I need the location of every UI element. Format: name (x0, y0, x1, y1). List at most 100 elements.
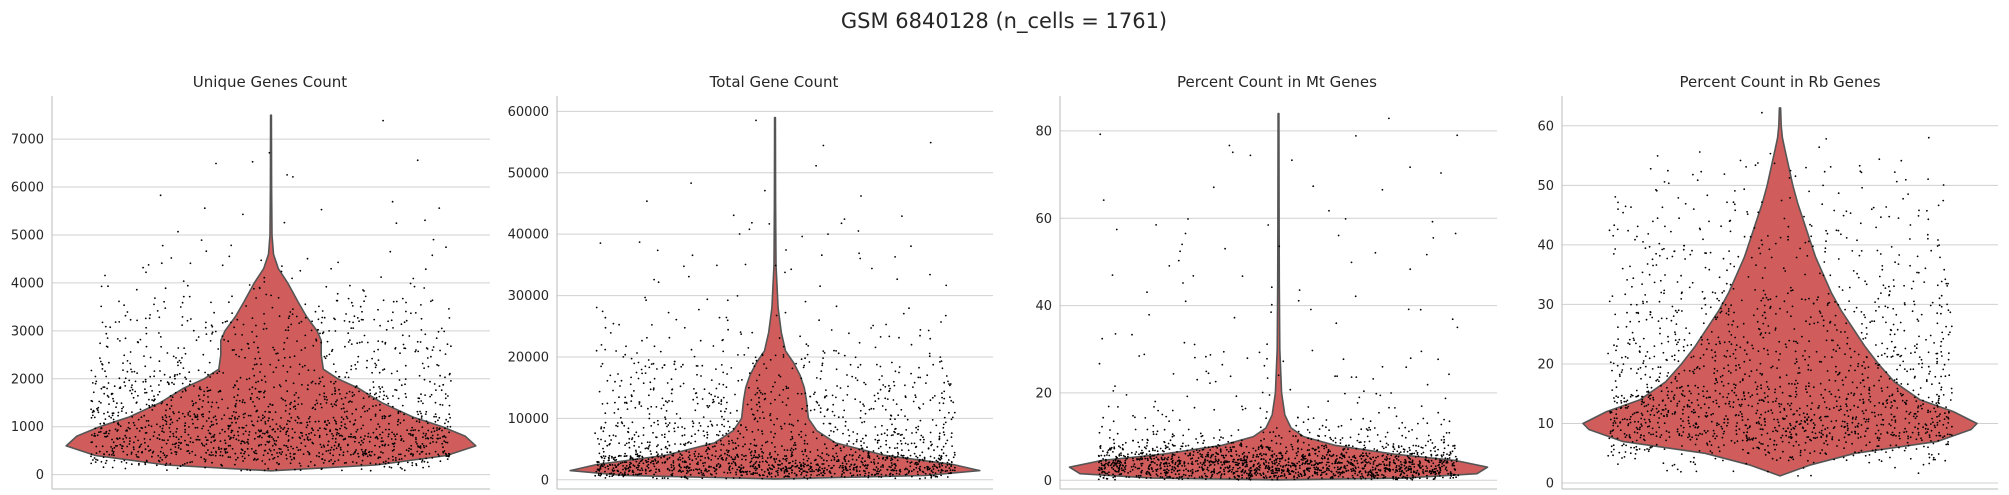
cell-point (801, 450, 804, 453)
cell-point (158, 332, 160, 334)
cell-point (946, 439, 949, 442)
cell-point (111, 466, 114, 469)
cell-point (248, 377, 251, 380)
cell-point (1304, 473, 1307, 476)
cell-point (1420, 350, 1423, 353)
cell-point (1405, 466, 1407, 469)
cell-point (1373, 448, 1376, 450)
cell-point (1134, 428, 1137, 431)
cell-point (419, 445, 422, 448)
cell-point (197, 438, 199, 441)
cell-point (650, 453, 652, 455)
cell-point (238, 355, 241, 358)
cell-point (176, 427, 178, 430)
cell-point (736, 295, 739, 297)
cell-point (138, 464, 140, 466)
cell-point (1270, 303, 1273, 306)
cell-point (1151, 454, 1154, 457)
cell-point (1214, 461, 1216, 463)
cell-point (1225, 454, 1227, 457)
cell-point (361, 459, 364, 462)
cell-point (791, 435, 794, 438)
cell-point (211, 325, 214, 328)
cell-point (717, 434, 720, 437)
cell-point (305, 433, 308, 436)
cell-point (226, 407, 229, 409)
cell-point (1306, 459, 1309, 462)
cell-point (443, 435, 445, 437)
cell-point (294, 408, 297, 410)
cell-point (823, 352, 826, 354)
cell-point (886, 468, 889, 471)
cell-point (298, 462, 301, 465)
cell-point (646, 200, 648, 203)
cell-point (702, 472, 705, 475)
cell-point (1369, 428, 1372, 431)
cell-point (688, 441, 690, 443)
cell-point (927, 447, 930, 450)
cell-point (368, 454, 371, 456)
cell-point (1243, 458, 1246, 460)
cell-point (284, 399, 287, 402)
cell-point (1218, 429, 1221, 431)
cell-point (615, 465, 618, 468)
cell-point (835, 460, 838, 463)
cell-point (184, 424, 186, 427)
cell-point (343, 411, 346, 413)
y-tick-label: 1000 (11, 420, 44, 435)
cell-point (1321, 455, 1324, 457)
cell-point (361, 310, 363, 313)
cell-point (117, 422, 120, 424)
cell-point (212, 454, 214, 456)
cell-point (1435, 454, 1437, 457)
cell-point (722, 383, 725, 386)
cell-point (1445, 466, 1448, 469)
cell-point (1455, 476, 1457, 479)
cell-point (1327, 448, 1330, 451)
cell-point (389, 250, 392, 253)
cell-point (1421, 465, 1424, 467)
cell-point (278, 315, 281, 318)
cell-point (1213, 471, 1216, 474)
cell-point (105, 345, 108, 348)
cell-point (135, 453, 138, 456)
cell-point (1452, 462, 1455, 464)
cell-point (1168, 448, 1171, 450)
cell-point (632, 464, 635, 466)
cell-point (704, 461, 706, 464)
cell-point (1280, 472, 1283, 474)
cell-point (115, 406, 117, 408)
cell-point (215, 418, 218, 421)
cell-point (151, 399, 154, 401)
cell-point (1097, 454, 1100, 457)
cell-point (1202, 461, 1205, 464)
cell-point (1102, 470, 1105, 473)
cell-point (720, 364, 723, 366)
cell-point (691, 254, 694, 257)
cell-point (1150, 460, 1153, 463)
cell-point (170, 399, 173, 401)
cell-point (888, 384, 890, 387)
cell-point (262, 454, 265, 456)
cell-point (131, 388, 134, 391)
cell-point (628, 446, 631, 449)
cell-point (1230, 455, 1233, 458)
cell-point (1328, 454, 1331, 457)
cell-point (690, 469, 693, 471)
cell-point (595, 470, 598, 473)
cell-point (762, 452, 765, 454)
cell-point (202, 425, 205, 427)
cell-point (823, 443, 826, 446)
cell-point (710, 465, 712, 468)
cell-point (755, 379, 758, 382)
cell-point (188, 410, 191, 413)
cell-point (1358, 471, 1361, 474)
cell-point (387, 461, 390, 464)
cell-point (445, 418, 448, 421)
cell-point (1337, 475, 1340, 478)
cell-point (837, 460, 840, 462)
cell-point (421, 459, 424, 462)
cell-point (1362, 476, 1365, 479)
cell-point (351, 412, 354, 415)
cell-point (1438, 463, 1440, 466)
